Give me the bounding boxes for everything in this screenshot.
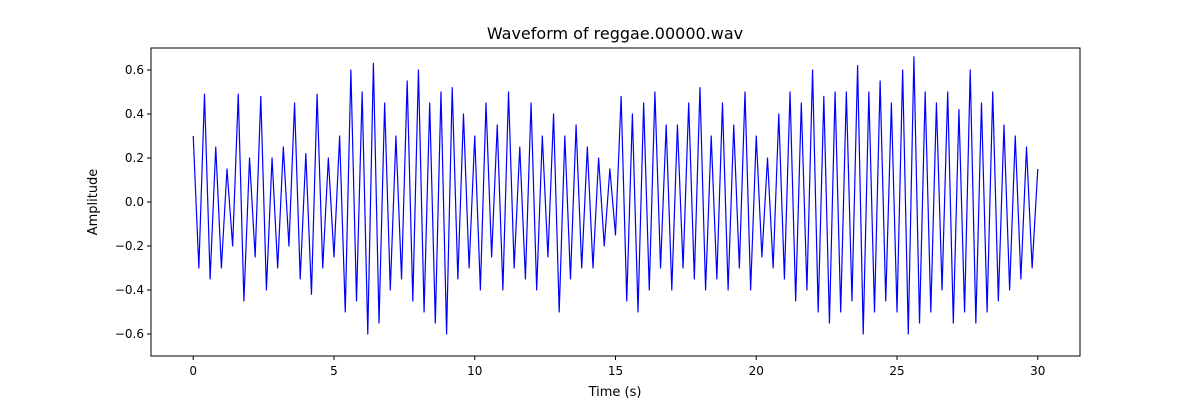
x-axis-label: Time (s) — [588, 385, 642, 400]
y-axis-label: Amplitude — [86, 169, 101, 236]
x-tick-label: 10 — [467, 364, 482, 378]
x-tick-label: 15 — [608, 364, 623, 378]
y-tick-label: −0.4 — [115, 283, 144, 297]
chart-title: Waveform of reggae.00000.wav — [487, 24, 743, 43]
y-tick-label: 0.2 — [125, 151, 144, 165]
y-tick-label: −0.2 — [115, 239, 144, 253]
y-tick-label: −0.6 — [115, 327, 144, 341]
x-tick-label: 20 — [749, 364, 764, 378]
x-tick-label: 5 — [330, 364, 338, 378]
y-tick-label: 0.4 — [125, 107, 144, 121]
x-tick-label: 0 — [189, 364, 197, 378]
y-tick-label: 0.0 — [125, 195, 144, 209]
y-tick-label: 0.6 — [125, 63, 144, 77]
waveform-line — [192, 56, 1039, 335]
x-tick-label: 25 — [889, 364, 904, 378]
x-tick-label: 30 — [1030, 364, 1045, 378]
